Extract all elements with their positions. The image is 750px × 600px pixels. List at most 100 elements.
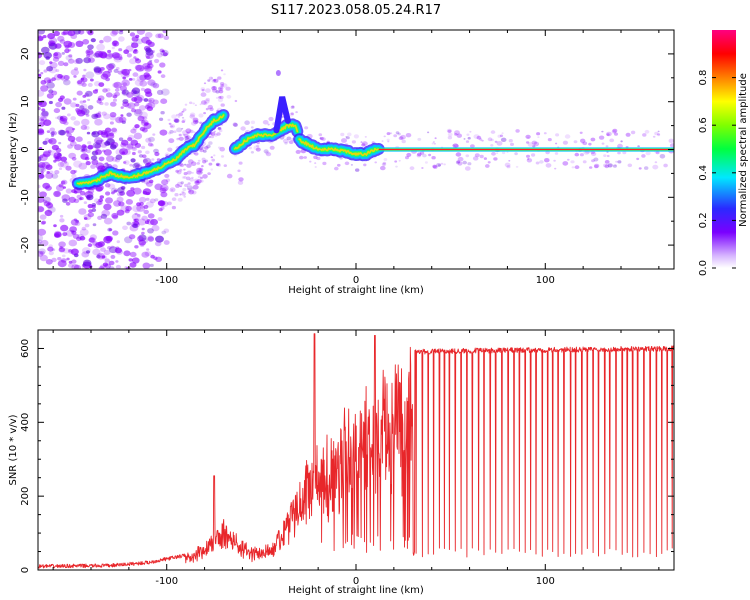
scatter-point [582, 160, 587, 164]
scatter-point [112, 82, 119, 88]
scatter-point [152, 133, 156, 136]
scatter-point [217, 127, 222, 131]
scatter-point [71, 189, 76, 194]
scatter-point [74, 144, 82, 151]
scatter-point [454, 130, 460, 136]
scatter-point [121, 186, 126, 190]
scatter-point [94, 81, 101, 87]
scatter-point [240, 126, 246, 131]
scatter-point [237, 180, 244, 185]
scatter-point [109, 115, 117, 121]
scatter-point [204, 99, 210, 104]
scatter-point [142, 157, 152, 165]
scatter-point [60, 74, 70, 82]
scatter-point [500, 137, 507, 142]
scatter-point [199, 171, 203, 174]
scatter-point [183, 168, 186, 171]
scatter-point [132, 72, 139, 77]
scatter-point [479, 138, 483, 141]
scatter-point [70, 219, 79, 226]
scatter-point [38, 239, 43, 244]
scatter-point [168, 138, 175, 144]
scatter-point [609, 138, 615, 143]
scatter-point [447, 135, 453, 140]
scatter-point [237, 169, 241, 173]
scatter-point [98, 266, 105, 269]
scatter-point [174, 193, 179, 197]
scatter-point [159, 48, 165, 53]
scatter-point [138, 234, 147, 241]
scatter-point [514, 152, 518, 156]
scatter-point [43, 69, 48, 73]
scatter-point [533, 141, 540, 147]
scatter-point [159, 62, 166, 68]
scatter-point [70, 69, 80, 76]
scatter-point [290, 105, 295, 109]
scatter-point [151, 158, 155, 161]
scatter-point [109, 121, 114, 125]
scatter-point [45, 259, 53, 265]
scatter-point [120, 185, 124, 189]
scatter-point [149, 198, 156, 204]
scatter-point [103, 236, 113, 244]
scatter-point [136, 75, 146, 83]
scatter-point [452, 144, 455, 147]
scatter-point [108, 266, 115, 269]
scatter-point [314, 166, 317, 168]
scatter-point [234, 99, 238, 103]
colorbar-tick-label: 0.2 [698, 212, 709, 228]
scatter-point [210, 131, 216, 136]
scatter-point [184, 134, 189, 138]
x-tick-label: 0 [353, 576, 359, 587]
scatter-point [71, 156, 77, 161]
scatter-point [179, 193, 182, 196]
colorbar-tick-label: 0.8 [698, 70, 709, 86]
scatter-point [55, 69, 60, 73]
scatter-point [83, 57, 92, 64]
scatter-point [612, 164, 617, 168]
scatter-point [74, 67, 79, 71]
scatter-point [114, 247, 122, 254]
scatter-point [45, 202, 54, 209]
scatter-point [620, 140, 623, 143]
scatter-point [53, 73, 63, 81]
scatter-point [145, 39, 152, 45]
scatter-point [163, 228, 170, 233]
scatter-point [603, 154, 607, 158]
scatter-point [49, 127, 55, 132]
scatter-point [76, 90, 83, 96]
scatter-point [104, 236, 111, 242]
scatter-point [432, 141, 435, 143]
scatter-point [184, 103, 188, 106]
scatter-point [139, 242, 145, 247]
scatter-point [102, 88, 108, 93]
scatter-point [193, 178, 200, 183]
scatter-point [345, 136, 348, 138]
scatter-point [74, 221, 81, 227]
scatter-point [38, 122, 45, 128]
scatter-point [38, 130, 42, 134]
scatter-point [487, 161, 491, 164]
scatter-point [117, 191, 123, 197]
scatter-point [145, 197, 150, 201]
scatter-point [157, 70, 162, 74]
scatter-point [282, 138, 289, 144]
scatter-point [223, 73, 226, 76]
scatter-point [122, 101, 130, 108]
scatter-point [159, 129, 168, 136]
scatter-point [121, 120, 126, 124]
scatter-point [164, 173, 170, 178]
scatter-point [146, 248, 150, 251]
scatter-point [191, 121, 197, 126]
scatter-point [185, 136, 188, 139]
scatter-point [134, 64, 143, 71]
scatter-point [644, 129, 650, 134]
scatter-point [149, 179, 154, 184]
scatter-point [135, 57, 139, 61]
scatter-point [181, 116, 185, 119]
scatter-point [145, 137, 152, 143]
scatter-point [105, 88, 111, 92]
scatter-point [138, 105, 146, 111]
